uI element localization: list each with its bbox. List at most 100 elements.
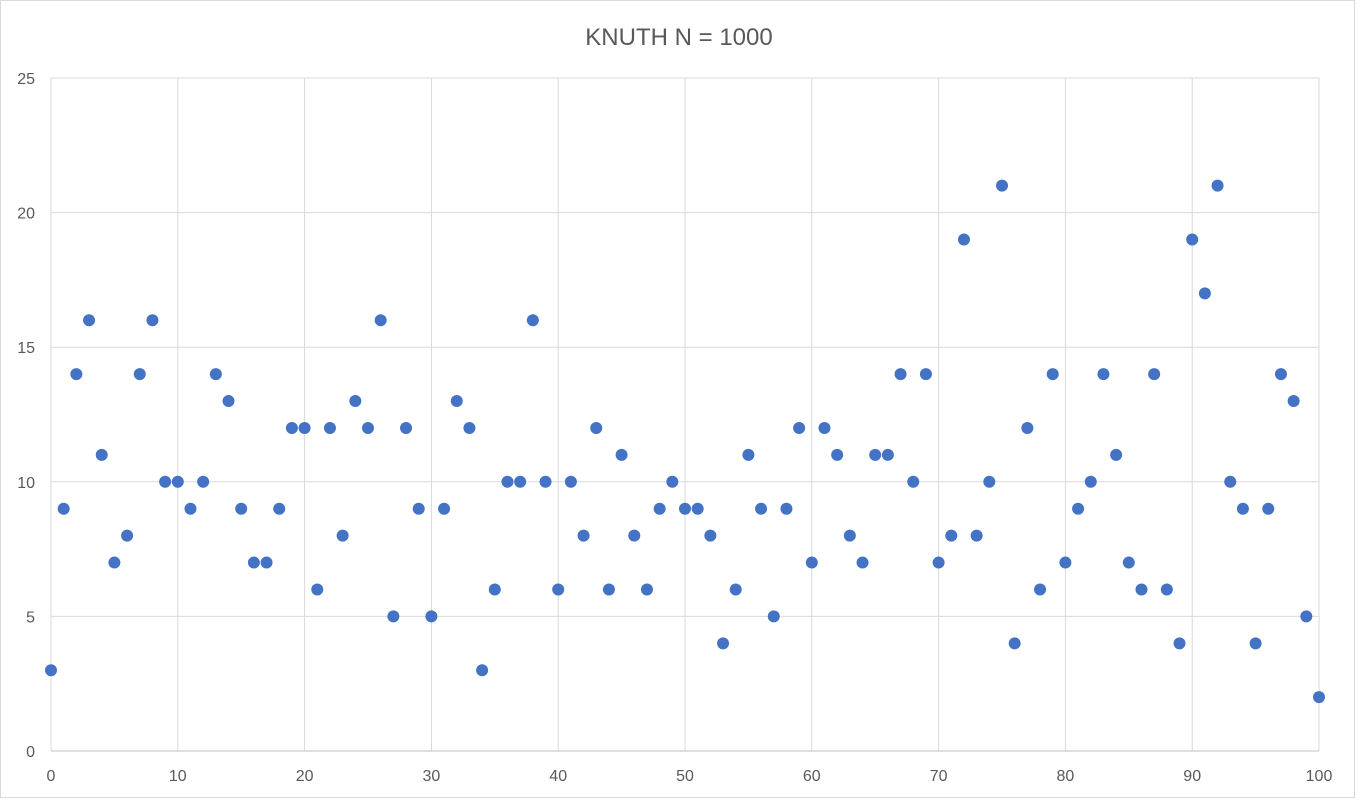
data-point: [387, 610, 400, 623]
data-point: [1198, 287, 1211, 300]
data-point: [1313, 691, 1325, 704]
y-tick-label: 0: [26, 744, 35, 761]
data-point: [1148, 368, 1161, 381]
data-point: [1173, 637, 1186, 650]
data-point: [108, 556, 121, 569]
data-point: [184, 502, 197, 515]
data-point: [1008, 637, 1021, 650]
data-point: [45, 664, 57, 677]
data-point: [590, 421, 603, 434]
data-point: [222, 395, 235, 408]
data-point: [539, 475, 552, 488]
data-point: [514, 475, 527, 488]
data-point: [526, 314, 539, 327]
data-point: [704, 529, 717, 542]
data-point: [805, 556, 818, 569]
data-point: [450, 395, 463, 408]
data-point: [615, 448, 628, 461]
data-point: [70, 368, 83, 381]
data-point: [197, 475, 210, 488]
data-point: [856, 556, 869, 569]
data-point: [463, 421, 476, 434]
data-point: [336, 529, 349, 542]
data-point: [666, 475, 679, 488]
data-point: [577, 529, 590, 542]
data-point: [1211, 179, 1224, 192]
data-point: [552, 583, 565, 596]
gridlines: [50, 77, 1320, 751]
data-point: [133, 368, 146, 381]
y-tick-label: 25: [17, 71, 35, 88]
data-point: [1186, 233, 1199, 246]
data-point: [311, 583, 324, 596]
data-point: [996, 179, 1008, 192]
data-point: [640, 583, 653, 596]
data-point: [1224, 475, 1237, 488]
data-point: [907, 475, 920, 488]
data-point: [247, 556, 260, 569]
data-point: [983, 475, 996, 488]
data-point: [729, 583, 742, 596]
data-point: [894, 368, 907, 381]
data-point: [57, 502, 70, 515]
data-point: [1046, 368, 1059, 381]
x-tick-label: 70: [930, 768, 948, 785]
x-tick-label: 100: [1306, 768, 1333, 785]
data-point: [957, 233, 970, 246]
data-point: [349, 395, 362, 408]
data-point: [1034, 583, 1047, 596]
data-point: [362, 421, 374, 434]
y-tick-label: 15: [17, 340, 35, 357]
data-point: [171, 475, 184, 488]
data-point: [919, 368, 932, 381]
data-point: [273, 502, 286, 515]
data-point: [755, 502, 768, 515]
data-point: [260, 556, 273, 569]
data-point: [1274, 368, 1287, 381]
data-point: [83, 314, 96, 327]
data-point: [159, 475, 172, 488]
y-tick-labels: 0 5 10 15 20 25: [17, 71, 35, 761]
data-point: [818, 421, 831, 434]
data-point: [1059, 556, 1072, 569]
data-point: [323, 421, 336, 434]
x-tick-label: 0: [47, 768, 56, 785]
data-point: [1110, 448, 1123, 461]
data-point: [425, 610, 438, 623]
y-tick-label: 20: [17, 206, 35, 223]
data-point: [793, 421, 806, 434]
data-point: [1135, 583, 1148, 596]
data-point: [780, 502, 793, 515]
data-points: [45, 179, 1325, 704]
y-tick-label: 10: [17, 475, 35, 492]
data-point: [628, 529, 641, 542]
data-point: [1122, 556, 1135, 569]
data-point: [932, 556, 945, 569]
chart-title: KNUTH N = 1000: [585, 24, 772, 51]
data-point: [564, 475, 577, 488]
data-point: [95, 448, 108, 461]
data-point: [970, 529, 983, 542]
data-point: [602, 583, 615, 596]
x-tick-label: 30: [423, 768, 441, 785]
data-point: [881, 448, 894, 461]
data-point: [831, 448, 844, 461]
data-point: [1072, 502, 1085, 515]
data-point: [742, 448, 755, 461]
data-point: [488, 583, 501, 596]
data-point: [298, 421, 311, 434]
data-point: [374, 314, 387, 327]
y-tick-label: 5: [26, 609, 35, 626]
data-point: [1021, 421, 1034, 434]
data-point: [438, 502, 451, 515]
data-point: [121, 529, 134, 542]
data-point: [945, 529, 958, 542]
data-point: [691, 502, 704, 515]
x-tick-label: 40: [549, 768, 567, 785]
x-tick-label: 20: [296, 768, 314, 785]
data-point: [476, 664, 489, 677]
data-point: [679, 502, 691, 515]
data-point: [653, 502, 666, 515]
data-point: [843, 529, 856, 542]
